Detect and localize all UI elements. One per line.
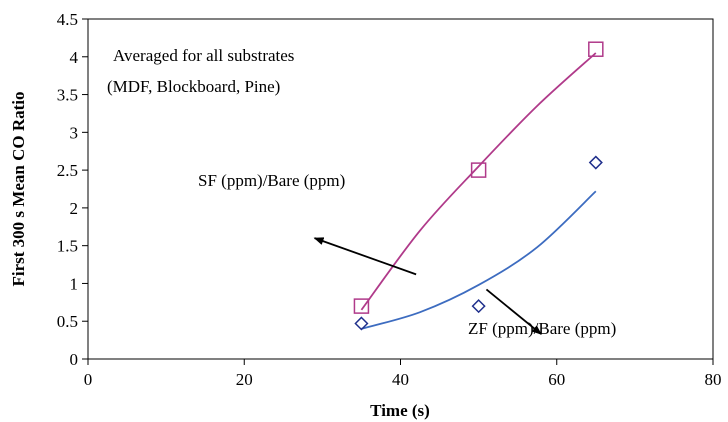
annotation-arrows xyxy=(313,237,542,335)
y-tick-label: 4.5 xyxy=(57,10,78,29)
sf-data-point xyxy=(470,162,487,178)
sf-data-point xyxy=(353,298,370,314)
y-axis-ticks: 0 0.5 1 1.5 2 2.5 3 3.5 4 4.5 xyxy=(57,10,88,369)
y-tick-label: 0 xyxy=(70,350,79,369)
y-tick-label: 3 xyxy=(70,123,79,142)
trend-lines xyxy=(360,52,597,330)
annotation-zf-label: ZF (ppm)/Bare (ppm) xyxy=(468,319,616,338)
zf-data-point xyxy=(588,155,603,170)
x-tick-label: 80 xyxy=(705,370,722,389)
sf-arrow xyxy=(313,237,417,276)
x-tick-label: 20 xyxy=(236,370,253,389)
annotation-sf-label: SF (ppm)/Bare (ppm) xyxy=(198,171,345,190)
y-axis-title: First 300 s Mean CO Ratio xyxy=(9,91,28,286)
zf-data-point xyxy=(471,299,486,314)
data-markers xyxy=(353,41,604,331)
x-axis-title: Time (s) xyxy=(370,401,430,420)
y-tick-label: 2 xyxy=(70,199,79,218)
y-tick-label: 3.5 xyxy=(57,86,78,105)
y-tick-label: 0.5 xyxy=(57,312,78,331)
plot-area xyxy=(87,18,714,360)
zf-data-point xyxy=(354,316,369,331)
annotation-averaged: Averaged for all substrates xyxy=(113,46,294,65)
y-tick-label: 1.5 xyxy=(57,237,78,256)
zf-arrow xyxy=(485,288,542,335)
y-tick-label: 2.5 xyxy=(57,161,78,180)
x-tick-label: 60 xyxy=(548,370,565,389)
y-tick-label: 1 xyxy=(70,274,79,293)
sf-data-point xyxy=(588,41,604,57)
sf-trend-line xyxy=(360,52,597,311)
y-tick-label: 4 xyxy=(70,48,79,67)
zf-trend-line xyxy=(361,190,597,330)
x-tick-label: 40 xyxy=(392,370,409,389)
x-tick-label: 0 xyxy=(84,370,93,389)
x-axis-ticks: 0 20 40 60 80 xyxy=(84,359,722,389)
annotation-substrates: (MDF, Blockboard, Pine) xyxy=(107,77,280,96)
